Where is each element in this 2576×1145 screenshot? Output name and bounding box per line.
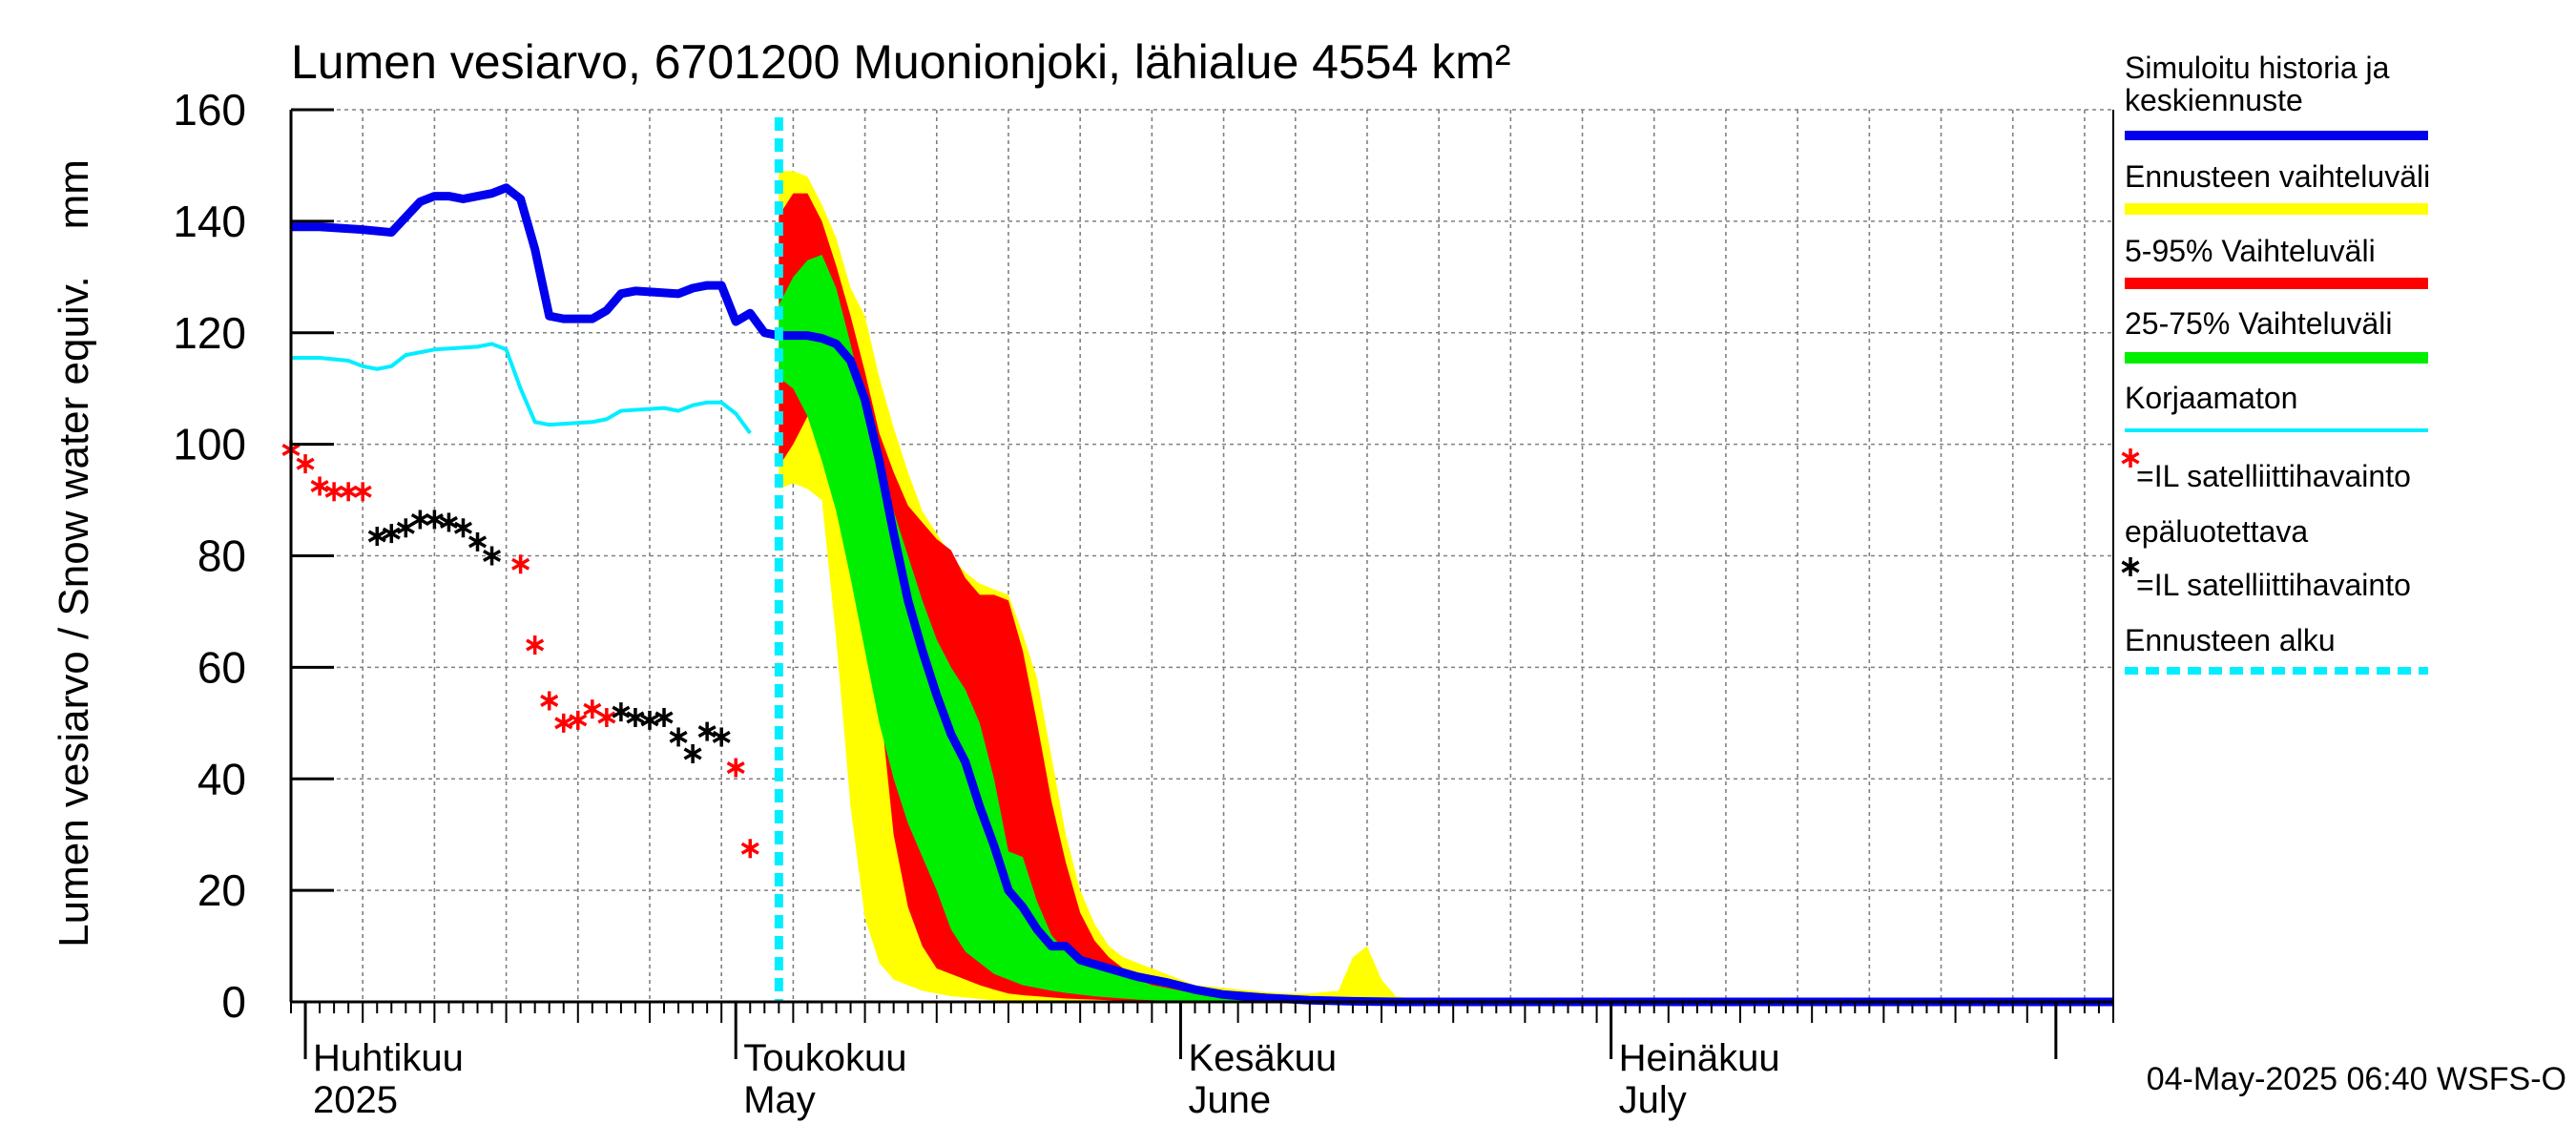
legend-label-25-75: 25-75% Vaihteluväli: [2125, 306, 2392, 341]
y-tick-label: 60: [197, 642, 246, 692]
y-tick-label: 40: [197, 754, 246, 803]
legend-swatch-total-range: [2125, 203, 2428, 215]
obs-unreliable-point: [467, 531, 488, 552]
y-tick-label: 160: [173, 85, 246, 135]
y-tick-label: 140: [173, 197, 246, 246]
observation-markers: [281, 440, 759, 859]
obs-reliable-point: [740, 839, 759, 859]
grid-lines: [291, 109, 2113, 1002]
legend-label-forecast-start: Ennusteen alku: [2125, 623, 2336, 657]
legend-swatch-uncorrected: [2125, 428, 2428, 432]
obs-unreliable-point: [654, 707, 674, 727]
x-month-label: Huhtikuu: [313, 1037, 464, 1079]
obs-unreliable-point: [683, 743, 702, 763]
obs-reliable-point: [583, 699, 602, 719]
obs-reliable-point: [569, 710, 588, 730]
legend-marker-obs-reliable: [2121, 448, 2140, 468]
legend-label-5-95: 5-95% Vaihteluväli: [2125, 234, 2376, 268]
legend-label-total-range: Ennusteen vaihteluväli: [2125, 159, 2430, 194]
obs-unreliable-point: [396, 518, 415, 538]
footer-timestamp: 04-May-2025 06:40 WSFS-O: [2147, 1061, 2566, 1097]
legend-marker-obs-unreliable: [2121, 557, 2140, 576]
legend-label-simulated-2: keskiennuste: [2125, 83, 2303, 117]
y-tick-label: 0: [221, 977, 246, 1027]
obs-unreliable-point: [382, 524, 401, 544]
obs-unreliable-point: [439, 512, 458, 532]
y-axis-label: Lumen vesiarvo / Snow water equiv. mm: [51, 159, 97, 947]
legend-label-simulated: Simuloitu historia ja: [2125, 51, 2390, 85]
series-lines: [291, 117, 2113, 1007]
x-month-sublabel: 2025: [313, 1079, 398, 1121]
y-tick-label: 80: [197, 531, 246, 581]
obs-reliable-point: [526, 635, 545, 655]
y-tick-label: 120: [173, 308, 246, 358]
legend-swatch-simulated: [2125, 131, 2428, 140]
obs-reliable-point: [296, 454, 315, 474]
obs-reliable-point: [540, 691, 559, 711]
obs-unreliable-point: [669, 727, 688, 747]
x-month-sublabel: July: [1619, 1079, 1687, 1121]
median-forecast-line: [779, 331, 2113, 1007]
simulated-history-line: [291, 183, 780, 341]
chart-title: Lumen vesiarvo, 6701200 Muonionjoki, läh…: [291, 35, 1511, 89]
obs-reliable-point: [726, 758, 745, 778]
x-month-sublabel: June: [1188, 1079, 1271, 1121]
obs-reliable-point: [597, 707, 616, 727]
y-tick-label: 100: [173, 420, 246, 469]
obs-reliable-point: [511, 554, 530, 574]
obs-unreliable-point: [697, 721, 717, 741]
legend-swatch-25-75: [2125, 352, 2428, 364]
obs-unreliable-point: [425, 510, 444, 530]
obs-unreliable-point: [712, 727, 731, 747]
x-month-label: Heinäkuu: [1619, 1037, 1780, 1079]
y-tick-label: 20: [197, 865, 246, 915]
legend-label-obs-unreliable-2: =IL satelliittihavainto: [2136, 568, 2411, 602]
obs-unreliable-point: [367, 527, 386, 547]
obs-unreliable-point: [640, 710, 659, 730]
obs-reliable-point: [310, 476, 329, 496]
x-month-label: Toukokuu: [743, 1037, 906, 1079]
uncertainty-bands: [779, 171, 1454, 1002]
obs-unreliable-point: [626, 707, 645, 727]
obs-reliable-point: [554, 713, 573, 733]
obs-unreliable-point: [612, 702, 631, 722]
x-month-sublabel: May: [743, 1079, 816, 1121]
legend-swatch-5-95: [2125, 278, 2428, 289]
obs-unreliable-point: [410, 510, 429, 530]
x-month-label: Kesäkuu: [1188, 1037, 1337, 1079]
obs-unreliable-point: [483, 546, 502, 566]
band-25-75: [779, 254, 1310, 1002]
legend-label-obs-unreliable: epäluotettava: [2125, 514, 2308, 549]
obs-unreliable-point: [453, 518, 473, 538]
uncorrected-line: [291, 342, 752, 435]
legend-label-uncorrected: Korjaamaton: [2125, 381, 2297, 415]
obs-reliable-point: [339, 482, 358, 502]
legend-label-obs-reliable: =IL satelliittihavainto: [2136, 459, 2411, 493]
obs-reliable-point: [324, 482, 343, 502]
obs-reliable-point: [353, 482, 372, 502]
